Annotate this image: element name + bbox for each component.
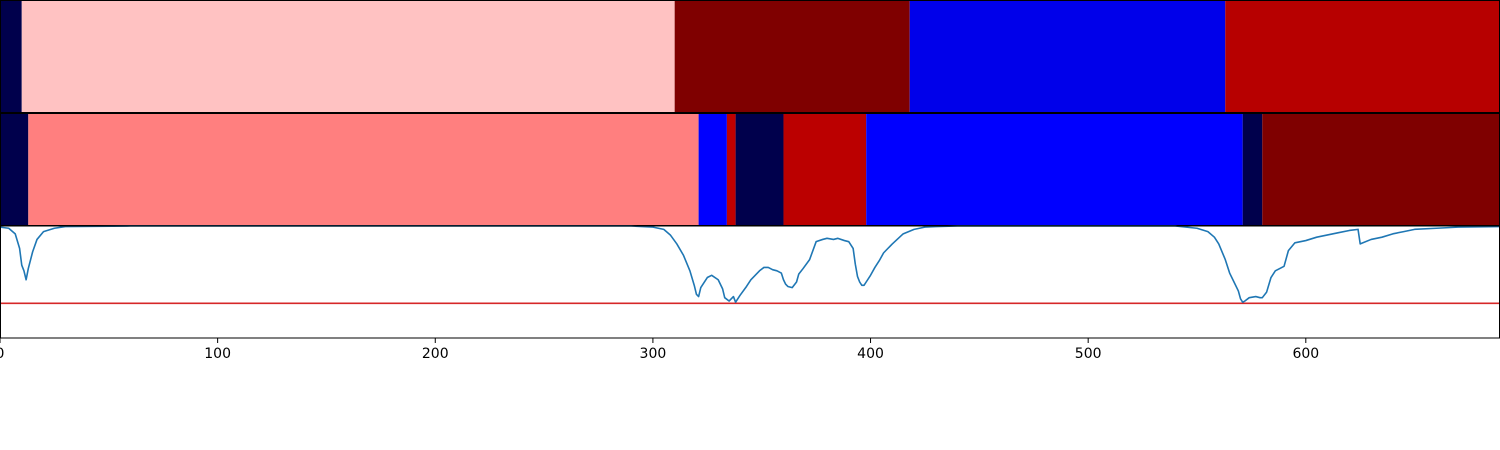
heatmap-track-bottom — [0, 113, 1500, 226]
heatmap-segment-2-4 — [726, 113, 736, 226]
heatmap-segment-1-2 — [21, 0, 675, 113]
x-tick-label: 300 — [640, 346, 667, 362]
heatmap-segment-2-5 — [735, 113, 784, 226]
heatmap-segment-1-1 — [0, 0, 22, 113]
heatmap-segment-2-8 — [1242, 113, 1263, 226]
line-panel — [0, 225, 1500, 339]
x-tick-label: 400 — [857, 346, 884, 362]
x-tick-label: 600 — [1292, 346, 1319, 362]
x-axis: 0 100 200 300 400 500 600 — [0, 338, 1319, 362]
series-line — [0, 225, 1500, 303]
x-tick-label: 0 — [0, 346, 4, 362]
heatmap-segment-1-5 — [1225, 0, 1500, 113]
heatmap-track-top — [0, 0, 1500, 113]
heatmap-segment-2-1 — [0, 113, 29, 226]
heatmap-segment-2-7 — [866, 113, 1243, 226]
x-tick-label: 500 — [1075, 346, 1102, 362]
heatmap-segment-2-3 — [698, 113, 727, 226]
x-tick-label: 200 — [422, 346, 449, 362]
x-tick-label: 100 — [204, 346, 231, 362]
heatmap-segment-1-4 — [909, 0, 1226, 113]
heatmap-segment-1-3 — [674, 0, 910, 113]
heatmap-segment-2-6 — [783, 113, 867, 226]
heatmap-segment-2-2 — [28, 113, 699, 226]
heatmap-segment-2-9 — [1262, 113, 1500, 226]
